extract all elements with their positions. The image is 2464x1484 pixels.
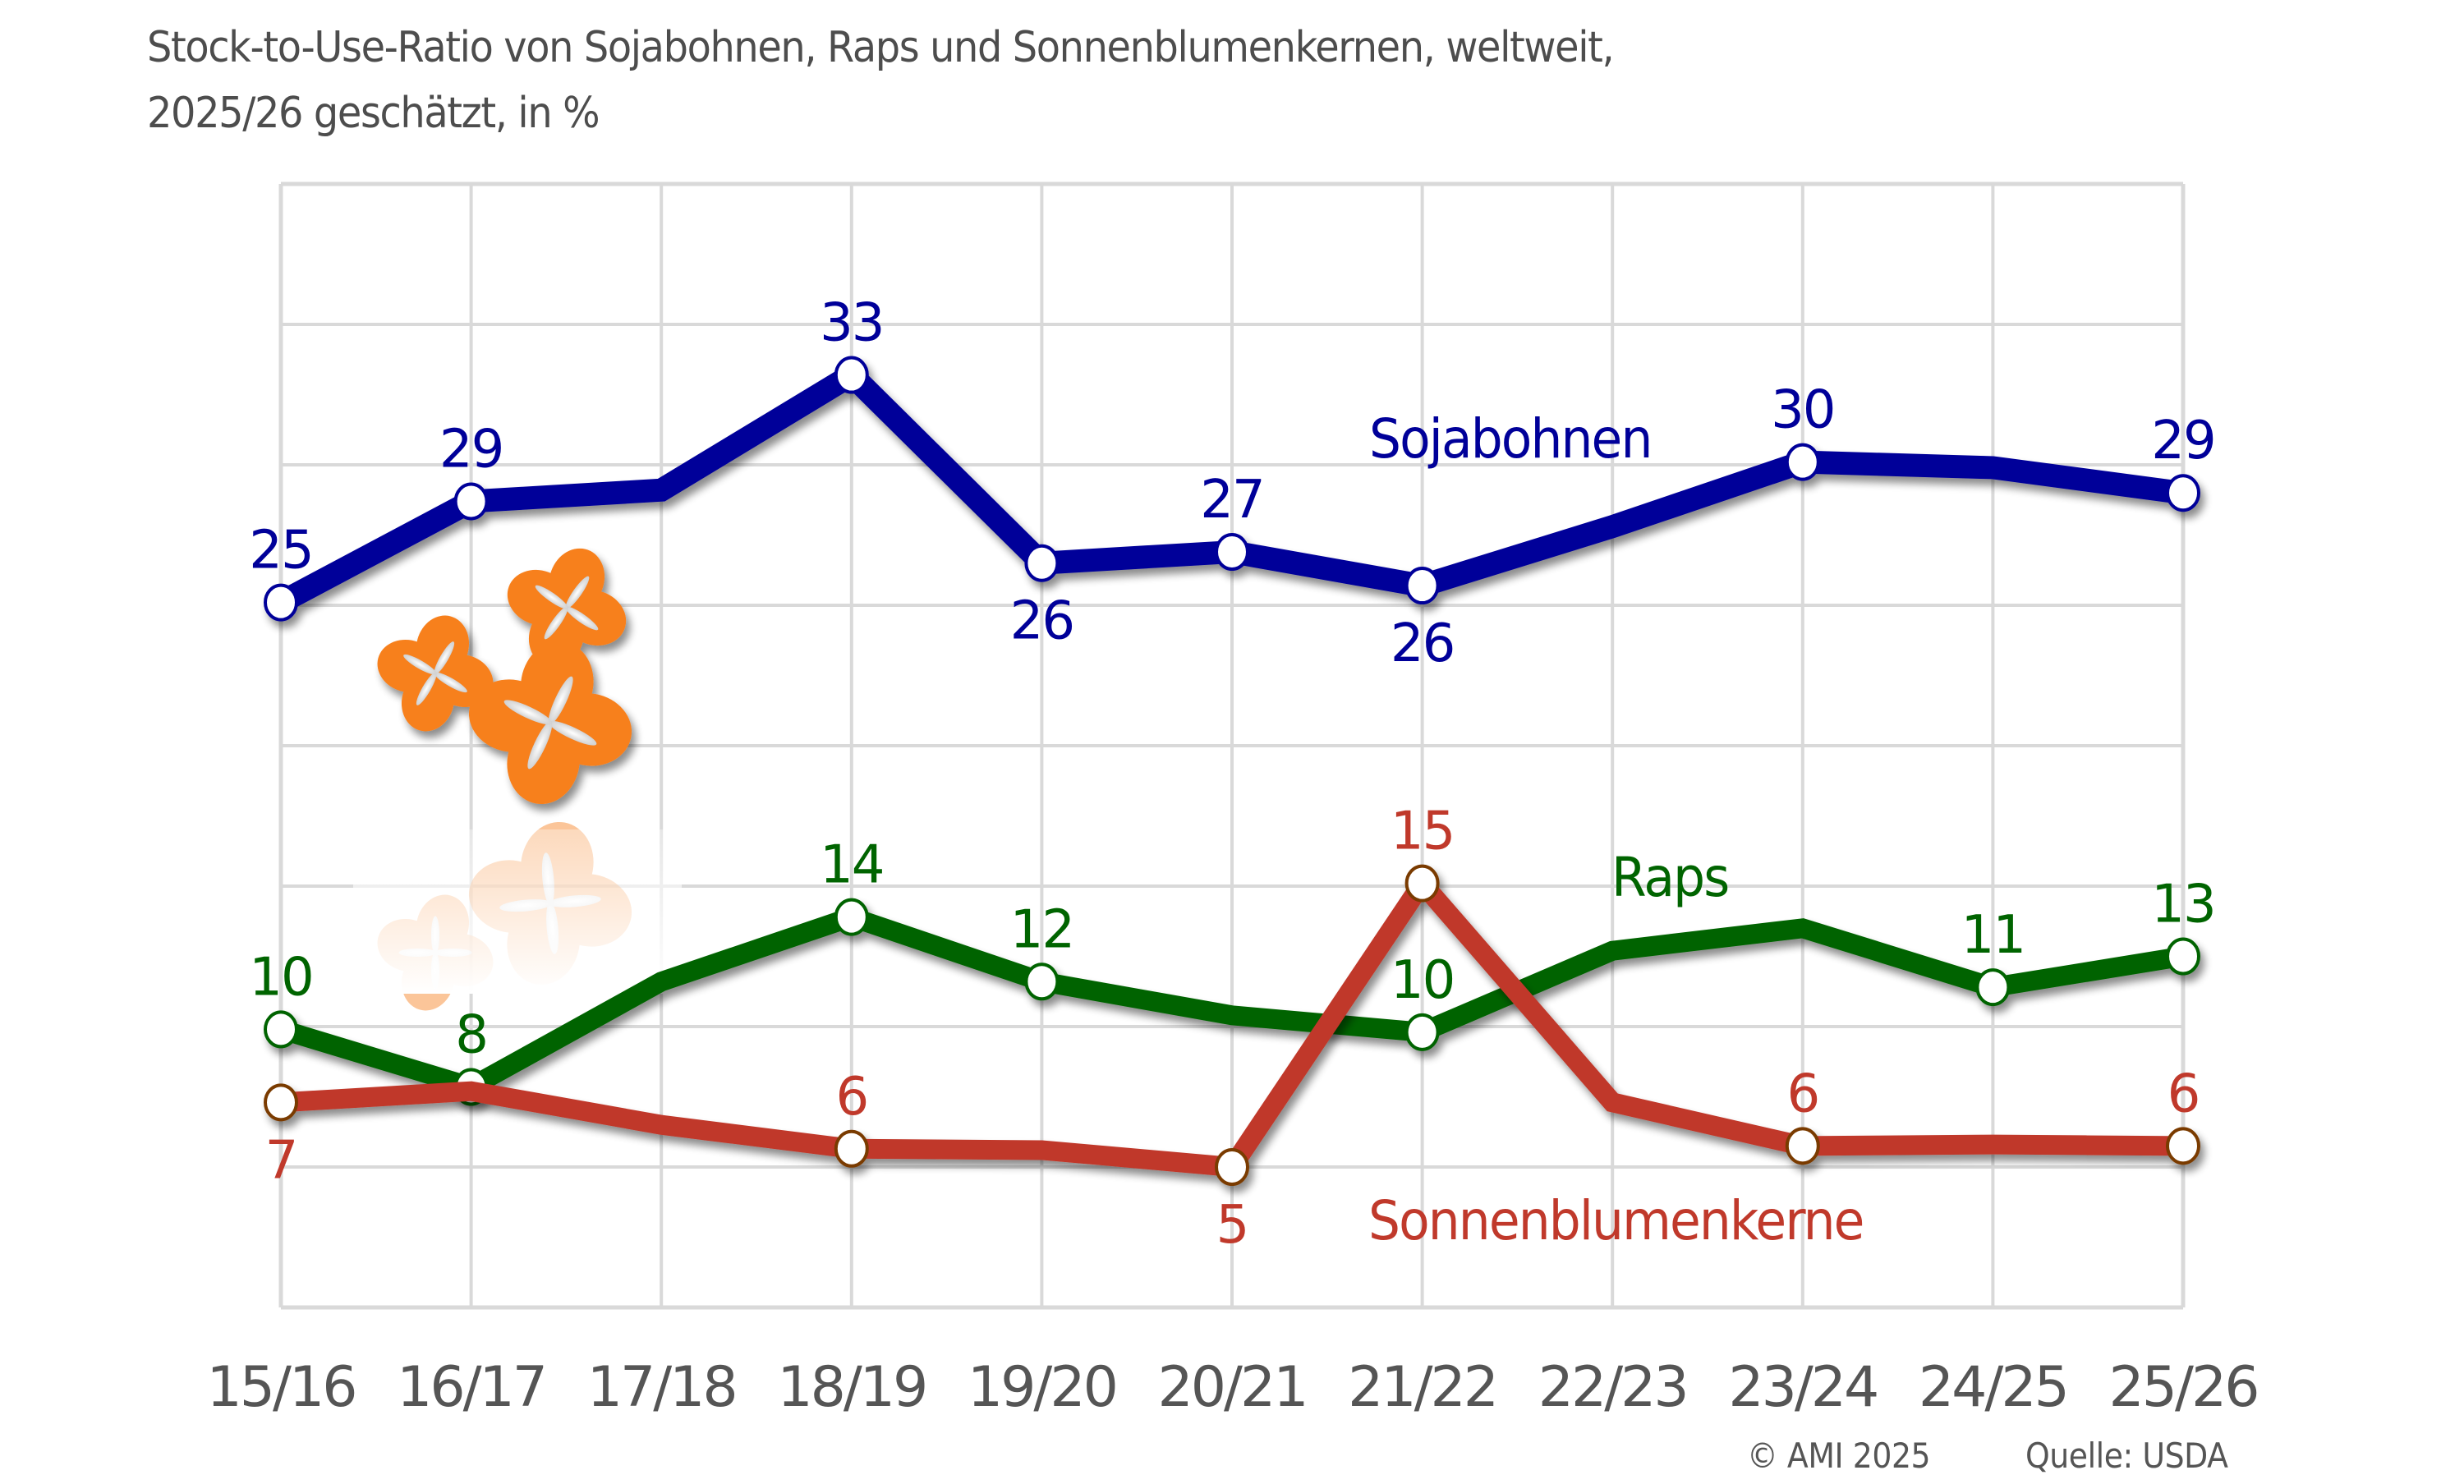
data-point-marker[interactable] <box>453 482 489 521</box>
flower-star <box>544 606 568 640</box>
series-sojabohnen <box>264 356 2200 622</box>
data-point-marker[interactable] <box>1404 864 1440 903</box>
x-tick-label: 17/18 <box>587 1355 736 1420</box>
data-point-marker[interactable] <box>1024 544 1060 582</box>
data-label: 6 <box>835 1067 867 1128</box>
chart-title-line-1: Stock-to-Use-Ratio von Sojabohnen, Raps … <box>147 23 1615 72</box>
flower-star <box>565 576 590 609</box>
x-tick-label: 24/25 <box>1919 1355 2067 1420</box>
data-point-marker[interactable] <box>1785 443 1820 481</box>
flower-star <box>416 672 437 705</box>
data-point-marker[interactable] <box>2166 474 2200 512</box>
flower <box>507 548 627 668</box>
copyright-note: © AMI 2025 <box>1747 1436 1931 1476</box>
flower-star <box>535 585 568 609</box>
data-point-marker[interactable] <box>1785 1127 1820 1165</box>
data-label: 13 <box>2151 875 2214 935</box>
x-tick-label: 25/26 <box>2109 1355 2258 1420</box>
data-label: 10 <box>1391 950 1454 1011</box>
data-point-marker[interactable] <box>1975 968 2011 1007</box>
flower-star <box>434 672 467 693</box>
data-label: 7 <box>265 1130 297 1191</box>
data-point-marker[interactable] <box>834 1129 869 1168</box>
x-tick-label: 18/19 <box>777 1355 926 1420</box>
chart-title: Stock-to-Use-Ratio von Sojabohnen, Raps … <box>147 15 1615 146</box>
series-name-label: Sonnenblumenkerne <box>1368 1190 1864 1253</box>
flower-star <box>403 654 437 675</box>
data-label: 6 <box>1786 1064 1818 1124</box>
data-label: 26 <box>1391 613 1454 674</box>
series-name-label: Sojabohnen <box>1369 408 1651 471</box>
data-label: 27 <box>1200 470 1263 531</box>
chart-title-line-2: 2025/26 geschätzt, in % <box>147 89 600 138</box>
data-point-marker[interactable] <box>264 1083 298 1122</box>
data-point-marker[interactable] <box>1404 1013 1440 1051</box>
series-sonnenblumenkerne <box>264 864 2200 1186</box>
x-tick-label: 23/24 <box>1728 1355 1877 1420</box>
data-label: 14 <box>820 835 883 896</box>
sunflower-blossom-icon <box>353 548 682 1011</box>
flower <box>377 615 494 732</box>
data-label: 26 <box>1010 591 1073 652</box>
data-label: 29 <box>439 419 503 480</box>
data-label: 10 <box>249 947 312 1008</box>
data-labels: 25 29 33 26 27 26 30 29 10 8 14 12 10 11 13 7 6 5 15 6 6 Soja… <box>249 293 2216 1256</box>
data-label: 8 <box>455 1005 487 1066</box>
data-point-marker[interactable] <box>264 583 298 622</box>
x-tick-label: 21/22 <box>1348 1355 1496 1420</box>
flower-star <box>565 606 599 631</box>
data-label: 25 <box>249 521 312 581</box>
data-point-marker[interactable] <box>1215 533 1249 572</box>
data-point-marker[interactable] <box>264 1010 298 1049</box>
flower-star <box>549 720 597 746</box>
data-label: 30 <box>1771 380 1834 441</box>
x-tick-label: 16/17 <box>397 1355 545 1420</box>
flower-star <box>527 721 553 770</box>
data-label: 33 <box>820 293 883 354</box>
flower <box>468 641 632 805</box>
data-point-marker[interactable] <box>834 356 869 394</box>
reflection-fade <box>353 829 682 994</box>
x-axis: 15/16 16/17 17/18 18/19 19/20 20/21 21/22 22/23… <box>207 1355 2260 1420</box>
data-point-marker[interactable] <box>1215 1148 1249 1186</box>
data-point-marker[interactable] <box>834 898 869 936</box>
data-label: 12 <box>1010 899 1073 960</box>
flower-group <box>377 548 632 805</box>
data-label: 15 <box>1391 802 1454 862</box>
series-layer <box>264 356 2200 1186</box>
flower-star <box>548 676 573 724</box>
x-tick-label: 20/21 <box>1158 1355 1307 1420</box>
flower-star <box>434 641 455 675</box>
data-label: 6 <box>2167 1064 2200 1124</box>
data-point-marker[interactable] <box>1024 963 1060 1001</box>
series-line-raps <box>278 906 2185 1098</box>
x-tick-label: 19/20 <box>968 1355 1116 1420</box>
data-point-marker[interactable] <box>1404 567 1440 605</box>
data-point-marker[interactable] <box>2166 937 2200 976</box>
flower-star <box>503 700 552 725</box>
source-note: Quelle: USDA <box>2025 1436 2228 1476</box>
data-point-marker[interactable] <box>2166 1127 2200 1165</box>
x-tick-label: 15/16 <box>207 1355 356 1420</box>
data-label: 29 <box>2151 411 2214 471</box>
x-tick-label: 22/23 <box>1538 1355 1687 1420</box>
series-name-label: Raps <box>1611 847 1728 910</box>
data-label: 11 <box>1961 905 2025 966</box>
data-label: 5 <box>1216 1195 1248 1256</box>
